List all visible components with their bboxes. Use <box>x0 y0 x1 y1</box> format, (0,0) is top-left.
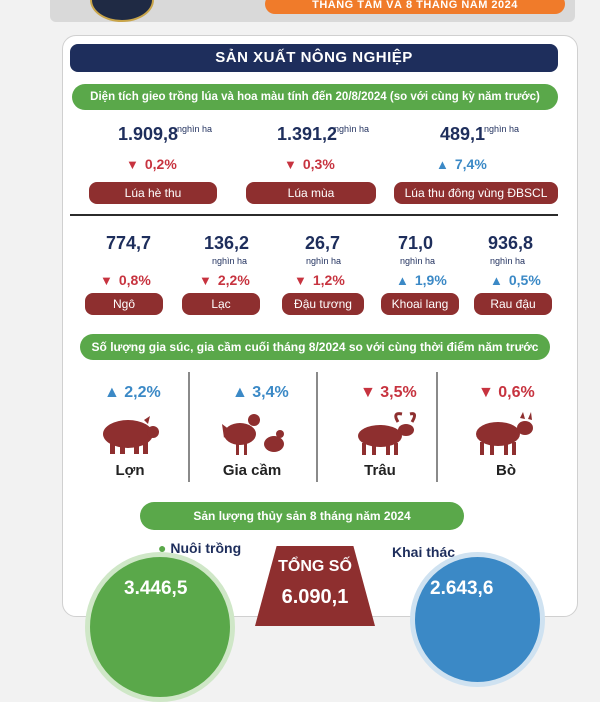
total-label: TỔNG SỐ <box>278 558 352 575</box>
crop-label: Khoai lang <box>381 293 459 315</box>
livestock-change: ▼ 0,6% <box>478 384 535 401</box>
livestock-name: Gia cầm <box>222 462 282 479</box>
fishery-subtitle: Sản lượng thủy sản 8 tháng năm 2024 <box>140 502 464 530</box>
down-arrow-icon: ▼ <box>126 157 139 172</box>
catch-label: Khai thác <box>392 544 456 560</box>
total-value: 6.090,1 <box>281 586 349 608</box>
down-arrow-icon: ▼ <box>199 273 212 288</box>
livestock-name: Trâu <box>364 462 396 479</box>
buffalo-icon <box>358 412 417 455</box>
rice-label: Lúa mùa <box>246 182 376 204</box>
crop-unit: nghìn ha <box>306 256 342 266</box>
crop-value: 71,0 <box>398 233 434 253</box>
rice-value: 1.391,2 <box>277 124 338 144</box>
column-divider <box>436 372 438 482</box>
up-arrow-icon: ▲ <box>490 273 503 288</box>
rice-value: 1.909,8 <box>118 124 179 144</box>
up-arrow-icon: ▲ <box>104 384 125 401</box>
crop-change: ▲ 1,9% <box>396 272 447 288</box>
logo-icon <box>90 0 154 22</box>
crop-value: 936,8 <box>488 233 534 253</box>
farming-label: ● Nuôi trồng <box>158 540 242 556</box>
up-arrow-icon: ▲ <box>436 157 449 172</box>
farming-bubble <box>85 552 235 702</box>
up-arrow-icon: ▲ <box>396 273 409 288</box>
livestock-name: Bò <box>496 462 516 479</box>
rice-change: ▼ 0,2% <box>126 156 177 172</box>
down-arrow-icon: ▼ <box>284 157 297 172</box>
rice-label: Lúa thu đông vùng ĐBSCL <box>394 182 558 204</box>
catch-value: 2.643,6 <box>430 578 494 599</box>
livestock-change: ▲ 3,4% <box>232 384 289 401</box>
poultry-icon <box>222 414 284 455</box>
rice-unit: nghìn ha <box>334 124 370 134</box>
rice-value: 489,1 <box>440 124 486 144</box>
fish-icon: ● <box>158 540 167 556</box>
crop-unit: nghìn ha <box>400 256 436 266</box>
crop-unit: nghìn ha <box>212 256 248 266</box>
crop-change: ▼ 1,2% <box>294 272 345 288</box>
area-subtitle: Diện tích gieo trồng lúa và hoa màu tính… <box>72 84 558 110</box>
farming-value: 3.446,5 <box>124 578 188 599</box>
top-strip: THÁNG TÁM VÀ 8 THÁNG NĂM 2024 <box>50 0 575 22</box>
crop-unit: nghìn ha <box>490 256 526 266</box>
up-arrow-icon: ▲ <box>232 384 253 401</box>
header-banner: THÁNG TÁM VÀ 8 THÁNG NĂM 2024 <box>265 0 565 14</box>
cow-icon <box>476 412 533 455</box>
column-divider <box>316 372 318 482</box>
crop-value: 774,7 <box>106 233 152 253</box>
catch-bubble <box>410 552 545 687</box>
crop-change: ▲ 0,5% <box>490 272 541 288</box>
livestock-name: Lợn <box>115 462 145 479</box>
down-arrow-icon: ▼ <box>294 273 307 288</box>
down-arrow-icon: ▼ <box>478 384 499 401</box>
section-title: SẢN XUẤT NÔNG NGHIỆP <box>70 44 558 72</box>
down-arrow-icon: ▼ <box>360 384 381 401</box>
rice-change: ▲ 7,4% <box>436 156 487 172</box>
rice-unit: nghìn ha <box>484 124 520 134</box>
rice-label: Lúa hè thu <box>89 182 217 204</box>
column-divider <box>188 372 190 482</box>
livestock-subtitle: Số lượng gia súc, gia cầm cuối tháng 8/2… <box>80 334 550 360</box>
section-divider <box>70 214 558 216</box>
crop-change: ▼ 2,2% <box>199 272 250 288</box>
livestock-change: ▼ 3,5% <box>360 384 417 401</box>
crop-label: Đậu tương <box>282 293 364 315</box>
livestock-change: ▲ 2,2% <box>104 384 161 401</box>
rice-unit: nghìn ha <box>177 124 213 134</box>
rice-change: ▼ 0,3% <box>284 156 335 172</box>
crop-label: Rau đậu <box>474 293 552 315</box>
crop-change: ▼ 0,8% <box>100 272 151 288</box>
crop-label: Ngô <box>85 293 163 315</box>
crop-value: 136,2 <box>204 233 250 253</box>
pig-icon <box>103 416 159 454</box>
crop-label: Lạc <box>182 293 260 315</box>
crop-value: 26,7 <box>305 233 341 253</box>
down-arrow-icon: ▼ <box>100 273 113 288</box>
